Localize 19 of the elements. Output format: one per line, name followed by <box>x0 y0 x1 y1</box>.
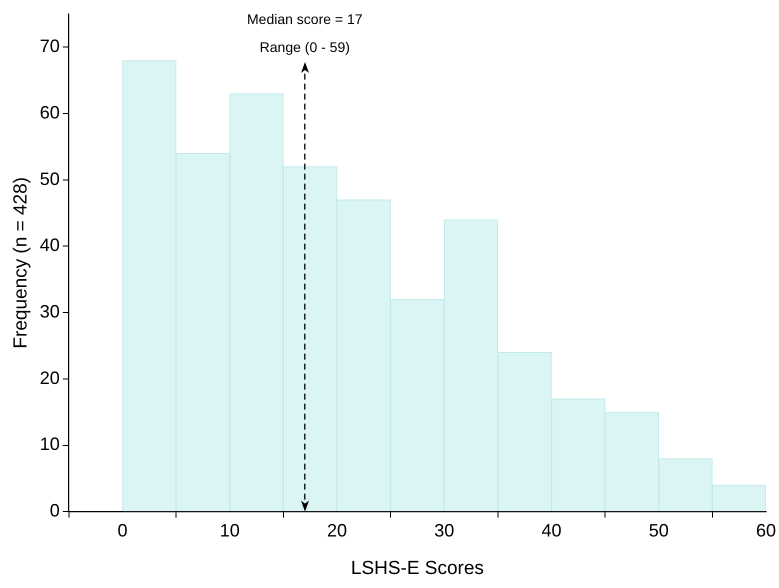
y-tick-label: 70 <box>40 36 60 56</box>
y-tick-label: 40 <box>40 235 60 256</box>
x-tick-label: 50 <box>648 520 669 540</box>
y-tick-label: 10 <box>40 434 60 454</box>
x-tick-label: 40 <box>541 520 562 540</box>
x-tick-label: 0 <box>117 520 128 540</box>
x-tick-label: 60 <box>756 520 776 540</box>
y-tick-label: 50 <box>40 168 60 189</box>
y-tick-label: 20 <box>40 368 60 388</box>
x-tick-label: 10 <box>220 520 240 540</box>
x-axis-title: LSHS-E Scores <box>350 558 484 579</box>
ref-line-label: Median score = 17 <box>246 10 363 27</box>
y-axis-title: Frequency (n = 428) <box>10 176 32 349</box>
annotation: Range (0 - 59) <box>260 38 350 55</box>
y-tick-label: 30 <box>40 302 60 322</box>
x-tick-label: 20 <box>326 520 347 540</box>
y-tick-label: 60 <box>40 102 60 122</box>
x-tick-label: 30 <box>434 520 454 540</box>
y-tick-label: 0 <box>50 500 60 521</box>
